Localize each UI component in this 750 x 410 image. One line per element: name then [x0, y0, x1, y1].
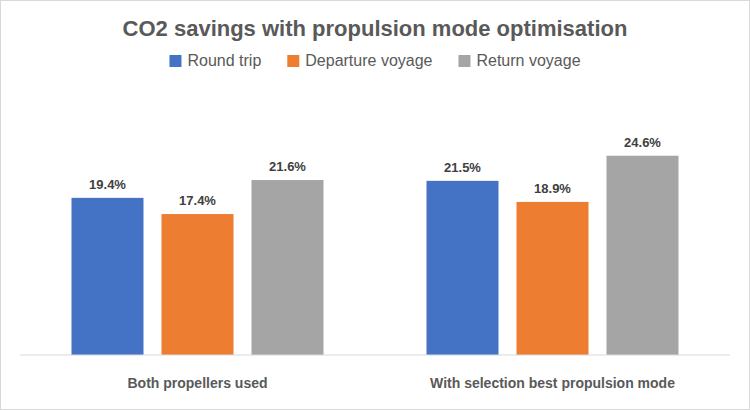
x-axis-line [20, 355, 730, 356]
legend-swatch [287, 55, 299, 67]
data-label: 21.5% [444, 160, 481, 175]
data-label: 19.4% [89, 177, 126, 192]
legend-swatch [169, 55, 181, 67]
data-label: 24.6% [624, 135, 661, 150]
legend-item: Round trip [169, 52, 261, 69]
bar [252, 180, 324, 355]
category-label: Both propellers used [127, 375, 267, 391]
legend-label: Round trip [187, 52, 261, 69]
chart: CO2 savings with propulsion mode optimis… [0, 0, 750, 410]
bars [72, 156, 679, 355]
legend: Round trip Departure voyage Return voyage [169, 52, 580, 69]
data-labels: 19.4% 17.4% 21.6% 21.5% 18.9% 24.6% [89, 135, 661, 208]
bar [427, 181, 499, 355]
legend-label: Departure voyage [305, 52, 432, 69]
title: CO2 savings with propulsion mode optimis… [123, 16, 628, 41]
bar [162, 214, 234, 355]
legend-label: Return voyage [476, 52, 580, 69]
data-label: 17.4% [179, 193, 216, 208]
data-label: 18.9% [534, 181, 571, 196]
bar [72, 198, 144, 355]
data-label: 21.6% [269, 159, 306, 174]
bar [607, 156, 679, 355]
legend-item: Departure voyage [287, 52, 432, 69]
category-label: With selection best propulsion mode [430, 375, 675, 391]
legend-item: Return voyage [458, 52, 580, 69]
chart-border [1, 1, 750, 410]
bar [517, 202, 589, 355]
legend-swatch [458, 55, 470, 67]
